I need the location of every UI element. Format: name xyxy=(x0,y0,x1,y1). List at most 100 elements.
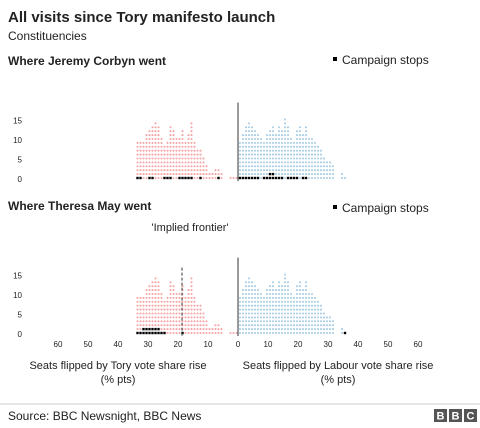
labour-seat-dot xyxy=(310,149,314,152)
campaign-stop-mark xyxy=(187,176,190,180)
campaign-stop-mark xyxy=(301,176,305,180)
labour-seat-dot xyxy=(295,331,299,335)
tory-seat-dot xyxy=(217,324,220,327)
tory-seat-dot xyxy=(136,157,139,160)
labour-seat-dot xyxy=(238,304,242,307)
labour-seat-dot xyxy=(262,153,266,156)
tory-seat-dot xyxy=(214,176,217,180)
labour-seat-dot xyxy=(271,320,275,323)
tory-seat-dot xyxy=(190,153,193,156)
x-tick-label: 0 xyxy=(236,340,241,349)
tory-seat-dot xyxy=(175,165,178,168)
tory-seat-dot xyxy=(193,161,196,164)
x-tick-label: 50 xyxy=(84,340,93,349)
tory-seat-dot xyxy=(193,328,196,331)
labour-seat-dot xyxy=(298,137,302,141)
labour-seat-dot xyxy=(289,328,293,331)
labour-seat-dot xyxy=(298,165,302,168)
tory-seat-dot xyxy=(190,285,193,288)
labour-seat-dot xyxy=(247,130,251,133)
labour-seat-dot xyxy=(325,169,329,172)
tory-seat-dot xyxy=(202,316,205,319)
labour-seat-dot xyxy=(271,300,275,303)
labour-seat-dot xyxy=(325,173,329,176)
tory-seat-dot xyxy=(178,161,181,164)
labour-seat-dot xyxy=(286,296,290,299)
campaign-stop-mark xyxy=(244,176,248,180)
labour-seat-dot xyxy=(313,300,317,303)
labour-seat-dot xyxy=(331,331,335,335)
labour-seat-dot xyxy=(286,300,290,303)
tory-seat-dot xyxy=(190,149,193,152)
tory-seat-dot xyxy=(145,176,148,180)
x-tick-label: 60 xyxy=(54,340,63,349)
tory-seat-dot xyxy=(157,324,160,327)
labour-seat-dot xyxy=(310,312,314,315)
labour-seat-dot xyxy=(259,304,263,307)
tory-seat-dot xyxy=(148,137,151,141)
tory-seat-dot xyxy=(211,176,214,180)
tory-seat-dot xyxy=(139,308,142,311)
labour-seat-dot xyxy=(271,130,275,133)
labour-seat-dot xyxy=(259,165,263,168)
labour-seat-dot xyxy=(313,149,317,152)
labour-seat-dot xyxy=(280,324,284,327)
tory-seat-dot xyxy=(163,157,166,160)
tory-seat-dot xyxy=(145,153,148,156)
implied-frontier-label: 'Implied frontier' xyxy=(152,222,229,234)
tory-seat-dot xyxy=(235,176,238,180)
tory-seat-dot xyxy=(214,324,217,327)
labour-seat-dot xyxy=(238,145,242,148)
labour-seat-dot xyxy=(298,130,302,133)
labour-seat-dot xyxy=(316,157,320,160)
labour-seat-dot xyxy=(277,130,281,133)
tory-seat-dot xyxy=(196,316,199,319)
svg-text:B: B xyxy=(452,411,460,423)
tory-seat-dot xyxy=(160,153,163,156)
labour-seat-dot xyxy=(301,316,305,319)
tory-seat-dot xyxy=(196,153,199,156)
labour-seat-dot xyxy=(250,169,254,172)
labour-seat-dot xyxy=(292,320,296,323)
tory-seat-dot xyxy=(139,316,142,319)
labour-seat-dot xyxy=(238,328,242,331)
labour-seat-dot xyxy=(244,331,248,335)
labour-seat-dot xyxy=(310,161,314,164)
labour-seat-dot xyxy=(256,289,260,292)
labour-seat-dot xyxy=(292,169,296,172)
labour-seat-dot xyxy=(319,320,323,323)
campaign-stop-mark xyxy=(256,176,260,180)
tory-seat-dot xyxy=(148,316,151,319)
campaign-stop-mark xyxy=(148,176,151,180)
labour-seat-dot xyxy=(286,137,290,141)
labour-seat-dot xyxy=(319,173,323,176)
labour-seat-dot xyxy=(277,153,281,156)
labour-seat-dot xyxy=(265,153,269,156)
labour-seat-dot xyxy=(289,165,293,168)
campaign-stop-mark xyxy=(139,176,142,180)
tory-seat-dot xyxy=(160,296,163,299)
labour-seat-dot xyxy=(268,304,272,307)
tory-seat-dot xyxy=(217,328,220,331)
labour-seat-dot xyxy=(274,331,278,335)
labour-seat-dot xyxy=(250,316,254,319)
tory-seat-dot xyxy=(202,161,205,164)
labour-seat-dot xyxy=(244,134,248,137)
labour-seat-dot xyxy=(280,165,284,168)
tory-seat-dot xyxy=(202,320,205,323)
labour-seat-dot xyxy=(304,137,308,141)
tory-seat-dot xyxy=(184,312,187,315)
labour-seat-dot xyxy=(271,281,275,284)
labour-seat-dot xyxy=(259,153,263,156)
tory-seat-dot xyxy=(181,130,184,133)
tory-seat-dot xyxy=(184,157,187,160)
labour-seat-dot xyxy=(253,296,257,299)
labour-seat-dot xyxy=(316,304,320,307)
tory-seat-dot xyxy=(136,145,139,148)
labour-seat-dot xyxy=(274,153,278,156)
labour-seat-dot xyxy=(313,157,317,160)
tory-seat-dot xyxy=(190,141,193,144)
labour-seat-dot xyxy=(262,312,266,315)
labour-seat-dot xyxy=(274,169,278,172)
labour-seat-dot xyxy=(304,285,308,288)
